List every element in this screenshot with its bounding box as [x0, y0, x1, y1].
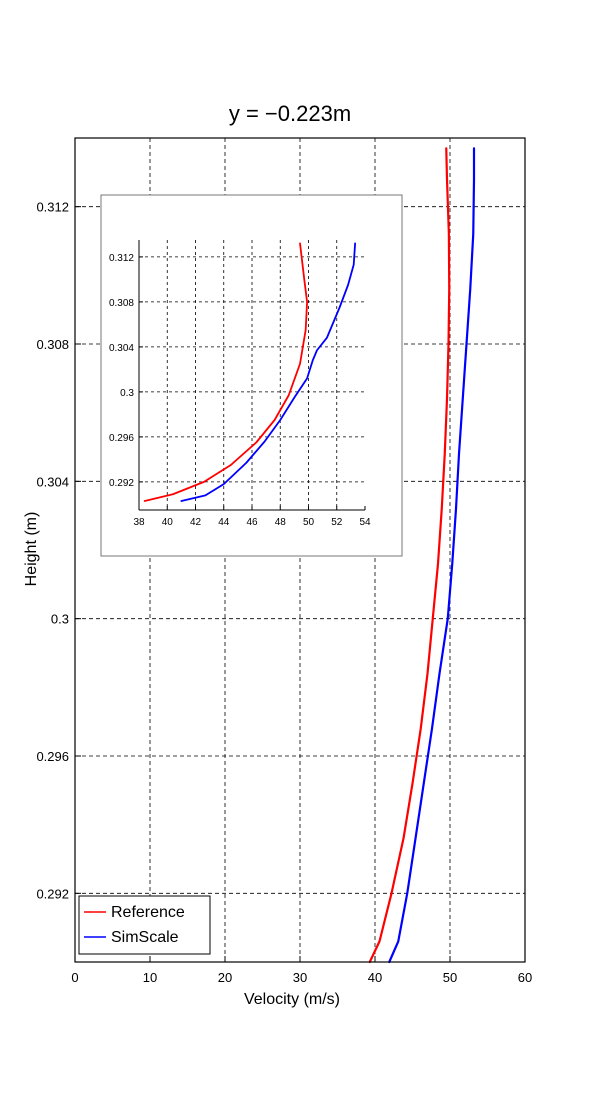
- main-y-tick-label-4: 0.308: [36, 337, 69, 352]
- main-y-tick-label-0: 0.292: [36, 886, 69, 901]
- main-y-tick-label-1: 0.296: [36, 749, 69, 764]
- inset-y-tick-label-1: 0.296: [109, 433, 134, 444]
- main-y-tick-label-3: 0.304: [36, 474, 69, 489]
- x-axis-title: Velocity (m/s): [244, 991, 340, 1008]
- main-x-tick-label-1: 10: [143, 970, 157, 985]
- main-x-tick-label-6: 60: [518, 970, 532, 985]
- main-series-group: [368, 147, 476, 964]
- inset-x-tick-label-1: 40: [162, 517, 174, 528]
- inset-y-tick-label-2: 0.3: [120, 388, 134, 399]
- legend: Reference SimScale: [78, 895, 211, 955]
- main-y-tick-label-5: 0.312: [36, 200, 69, 215]
- inset-x-tick-label-4: 46: [246, 517, 258, 528]
- main-x-tick-label-5: 50: [443, 970, 457, 985]
- main-ticks: 0 10 20 30 40 50 60 0.292 0.296 0.3 0.304 0.308 0.31…: [36, 200, 532, 985]
- inset-x-tick-label-8: 54: [359, 517, 371, 528]
- inset-x-tick-label-5: 48: [275, 517, 287, 528]
- main-x-tick-label-0: 0: [71, 970, 78, 985]
- main-x-tick-label-3: 30: [293, 970, 307, 985]
- main-series-line-1: [388, 147, 476, 964]
- inset-series-group: [143, 242, 357, 502]
- inset-series-line-1: [180, 242, 357, 502]
- main-series-line-0: [368, 147, 451, 964]
- inset-axes: 38 40 42 44 46 48 50 52 54 0.292 0.296 0.3 0.304 0.30…: [109, 240, 371, 528]
- inset-y-tick-label-3: 0.304: [109, 343, 134, 354]
- inset-x-tick-label-3: 44: [218, 517, 230, 528]
- chart-title: y = −0.223m: [229, 101, 351, 126]
- inset-x-tick-label-0: 38: [133, 517, 145, 528]
- legend-label-reference: Reference: [111, 904, 185, 921]
- inset-grid: [139, 240, 365, 510]
- inset-x-tick-label-6: 50: [303, 517, 315, 528]
- inset-series-line-0: [143, 242, 308, 502]
- y-axis-title: Height (m): [23, 512, 40, 587]
- legend-box: [78, 895, 211, 955]
- inset-y-tick-label-4: 0.308: [109, 298, 134, 309]
- legend-label-simscale: SimScale: [111, 929, 179, 946]
- inset-panel: [100, 194, 403, 557]
- inset-y-tick-label-0: 0.292: [109, 478, 134, 489]
- inset-y-tick-label-5: 0.312: [109, 253, 134, 264]
- main-grid: [75, 138, 525, 962]
- main-x-tick-label-2: 20: [218, 970, 232, 985]
- main-y-tick-label-2: 0.3: [51, 612, 69, 627]
- inset-x-tick-label-7: 52: [331, 517, 343, 528]
- inset-x-tick-label-2: 42: [190, 517, 202, 528]
- main-x-tick-label-4: 40: [368, 970, 382, 985]
